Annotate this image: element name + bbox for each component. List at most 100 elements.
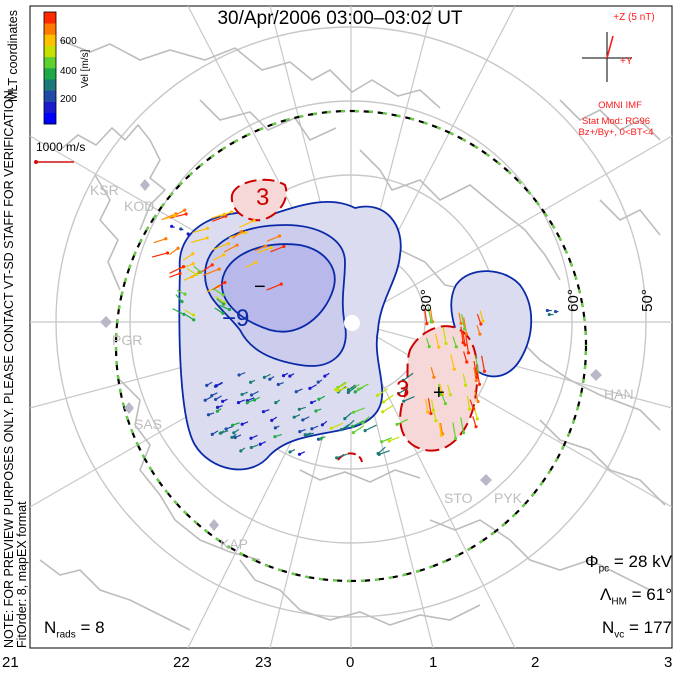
velocity-vector-origin xyxy=(465,360,469,364)
velocity-vector-origin xyxy=(425,322,429,326)
velocity-vector xyxy=(442,327,447,344)
velocity-vector-origin xyxy=(180,300,184,304)
velocity-vector xyxy=(481,355,486,372)
velocity-vector-origin xyxy=(482,369,487,373)
colorbar-segment xyxy=(44,68,56,80)
velocity-vector-origin xyxy=(223,280,227,285)
velocity-vector-origin xyxy=(363,429,367,433)
velocity-vector-origin xyxy=(261,410,266,414)
velocity-vector xyxy=(347,386,357,393)
velocity-vector-origin xyxy=(431,408,435,412)
velocity-vector-origin xyxy=(165,251,170,255)
velocity-vector-origin xyxy=(461,341,465,345)
velocity-vector xyxy=(427,398,432,414)
velocity-vector-origin xyxy=(230,423,235,427)
velocity-vector-origin xyxy=(245,401,249,405)
velocity-vector xyxy=(254,245,266,252)
velocity-vector xyxy=(424,398,429,413)
colorbar-segment xyxy=(44,34,56,46)
velocity-vector-origin xyxy=(252,398,257,402)
velocity-vector-origin xyxy=(192,318,196,322)
velocity-vector-origin xyxy=(463,343,467,347)
velocity-vector xyxy=(153,238,167,244)
velocity-vector xyxy=(463,317,468,335)
velocity-vector xyxy=(257,247,272,254)
velocity-vector-origin xyxy=(233,435,237,440)
velocity-vector xyxy=(398,387,409,394)
station-label: KSR xyxy=(90,182,119,198)
velocity-vector-origin xyxy=(477,382,482,387)
velocity-vector-origin xyxy=(254,260,258,264)
velocity-vector xyxy=(460,417,465,433)
nrads-stat: Nrads = 8 xyxy=(44,618,105,641)
velocity-vector-origin xyxy=(210,432,214,436)
velocity-vector-origin xyxy=(375,393,379,398)
velocity-vector xyxy=(172,308,185,315)
velocity-vector xyxy=(388,436,400,442)
velocity-vector xyxy=(473,360,478,378)
velocity-vector xyxy=(169,213,187,219)
velocity-vector-origin xyxy=(434,419,438,423)
phi-pc-stat: Φpc = 28 kV xyxy=(585,552,672,575)
velocity-vector-origin xyxy=(222,302,226,306)
velocity-vector-origin xyxy=(309,400,314,405)
velocity-vector xyxy=(169,247,179,256)
velocity-vector-origin xyxy=(343,417,347,421)
velocity-vector xyxy=(213,254,225,261)
velocity-vector xyxy=(175,209,186,216)
colorbar-segment xyxy=(44,23,56,35)
coords-note: MLT coordinates xyxy=(6,10,20,102)
station-marker xyxy=(140,179,150,191)
velocity-vector-origin xyxy=(203,398,207,402)
velocity-vector-origin xyxy=(466,351,471,355)
velocity-vector-origin xyxy=(387,439,391,443)
phi-pc-value: = 28 kV xyxy=(613,552,672,571)
velocity-vector-origin xyxy=(191,252,195,256)
velocity-vector xyxy=(337,381,347,389)
negative-cell-inner xyxy=(221,243,336,333)
velocity-vector xyxy=(212,281,226,291)
velocity-vector xyxy=(192,227,208,234)
velocity-vector-origin xyxy=(235,243,239,247)
velocity-vector xyxy=(182,253,194,261)
velocity-vector-origin xyxy=(474,379,478,383)
velocity-vector-origin xyxy=(181,264,186,269)
station-marker xyxy=(590,369,602,381)
velocity-vector-origin xyxy=(191,262,195,266)
velocity-vector-origin xyxy=(239,449,243,453)
velocity-vector-origin xyxy=(249,380,253,384)
velocity-vector xyxy=(452,336,457,348)
velocity-colorbar xyxy=(43,11,57,125)
velocity-vector xyxy=(190,237,208,244)
colorbar-tick: 200 xyxy=(60,94,77,105)
velocity-vector-origin xyxy=(249,393,254,397)
positive-contour-label-2: 3 xyxy=(396,376,410,403)
velocity-vector-origin xyxy=(164,237,168,241)
velocity-vector-origin xyxy=(178,271,182,276)
velocity-vector-origin xyxy=(474,425,478,429)
velocity-vectors xyxy=(151,208,559,460)
velocity-vector-origin xyxy=(279,282,283,286)
velocity-vector xyxy=(151,252,168,258)
velocity-vector-origin xyxy=(276,382,280,387)
velocity-vector-origin xyxy=(173,213,177,218)
velocity-vector-origin xyxy=(274,401,278,405)
positive-cell-small xyxy=(230,178,288,222)
velocity-vector-origin xyxy=(377,452,381,456)
velocity-vector-origin xyxy=(206,413,211,417)
velocity-vector xyxy=(462,373,467,386)
colorbar-tick: 400 xyxy=(60,66,77,77)
fit-order-note: FitOrder: 8, mapEX format xyxy=(15,501,29,648)
velocity-vector xyxy=(474,390,479,402)
velocity-vector-origin xyxy=(448,393,452,397)
velocity-vector xyxy=(430,399,434,411)
velocity-vector-origin xyxy=(438,392,443,396)
velocity-vector xyxy=(245,261,257,268)
velocity-vector xyxy=(337,386,349,392)
velocity-vector xyxy=(460,326,464,343)
velocity-vector xyxy=(212,287,224,296)
velocity-vector-origin xyxy=(401,378,405,383)
velocity-vector-origin xyxy=(350,424,355,428)
velocity-vector-origin xyxy=(346,388,351,392)
